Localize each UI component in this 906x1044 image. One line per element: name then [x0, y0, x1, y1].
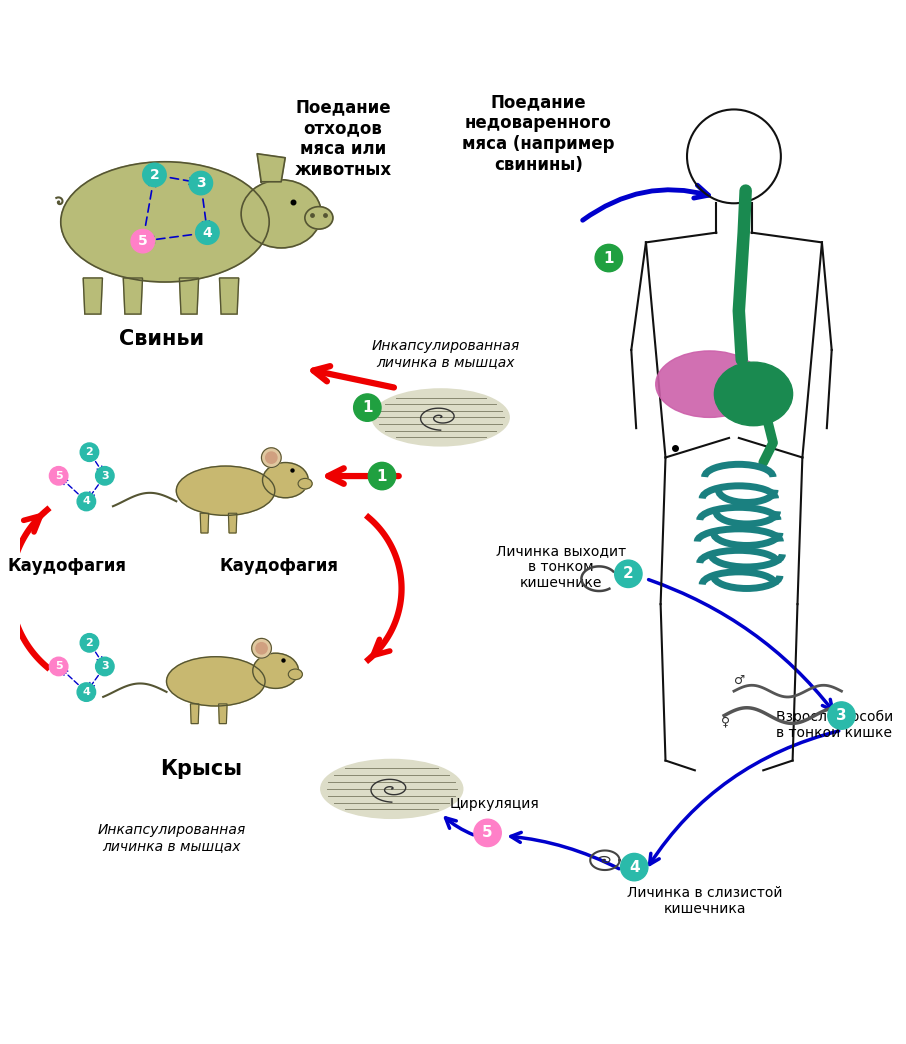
Text: 1: 1 — [603, 251, 614, 265]
Text: Каудофагия: Каудофагия — [7, 557, 127, 575]
Polygon shape — [190, 704, 199, 723]
Polygon shape — [200, 514, 208, 532]
Circle shape — [369, 462, 396, 490]
Circle shape — [474, 820, 501, 847]
Ellipse shape — [253, 654, 298, 688]
Circle shape — [621, 853, 648, 881]
Text: Свиньи: Свиньи — [120, 329, 205, 349]
Polygon shape — [123, 278, 142, 314]
Text: 3: 3 — [836, 708, 847, 723]
Ellipse shape — [61, 162, 269, 282]
Text: ♂: ♂ — [734, 674, 746, 687]
Text: Циркуляция: Циркуляция — [449, 798, 539, 811]
Ellipse shape — [288, 669, 303, 680]
Text: 5: 5 — [138, 234, 148, 248]
Circle shape — [50, 467, 68, 485]
Ellipse shape — [715, 362, 793, 426]
Text: 3: 3 — [101, 471, 109, 481]
Circle shape — [353, 394, 381, 422]
Text: ♀: ♀ — [721, 715, 730, 729]
Circle shape — [81, 634, 99, 652]
Text: Взрослые особи
в тонкой кишке: Взрослые особи в тонкой кишке — [776, 710, 893, 740]
Text: 4: 4 — [82, 687, 91, 697]
Circle shape — [77, 683, 96, 702]
Ellipse shape — [298, 478, 313, 489]
Text: Каудофагия: Каудофагия — [220, 557, 339, 575]
Circle shape — [265, 452, 277, 464]
Text: Поедание
отходов
мяса или
животных: Поедание отходов мяса или животных — [294, 98, 391, 179]
Circle shape — [614, 561, 642, 588]
Circle shape — [189, 171, 213, 195]
Text: 1: 1 — [362, 400, 372, 416]
Text: 1: 1 — [377, 469, 387, 483]
Circle shape — [81, 443, 99, 461]
Polygon shape — [218, 704, 227, 723]
Polygon shape — [257, 153, 285, 182]
Circle shape — [50, 658, 68, 675]
Ellipse shape — [372, 389, 509, 446]
Circle shape — [143, 163, 166, 187]
Text: 3: 3 — [196, 176, 206, 190]
Ellipse shape — [241, 180, 322, 247]
Text: Поедание
недоваренного
мяса (например
свинины): Поедание недоваренного мяса (например св… — [462, 94, 614, 174]
Text: 3: 3 — [101, 662, 109, 671]
Polygon shape — [219, 278, 238, 314]
Ellipse shape — [167, 657, 265, 706]
Text: Личинка в слизистой
кишечника: Личинка в слизистой кишечника — [627, 886, 783, 917]
Circle shape — [262, 448, 281, 468]
Ellipse shape — [304, 207, 333, 229]
Circle shape — [595, 244, 622, 271]
Text: 4: 4 — [202, 226, 212, 240]
Ellipse shape — [321, 760, 463, 818]
Text: Инкапсулированная
личинка в мышцах: Инкапсулированная личинка в мышцах — [98, 823, 246, 853]
Text: Крысы: Крысы — [160, 759, 242, 779]
Text: 2: 2 — [623, 566, 633, 582]
Circle shape — [96, 467, 114, 485]
Polygon shape — [228, 514, 236, 532]
Ellipse shape — [177, 466, 275, 516]
Text: Инкапсулированная
личинка в мышцах: Инкапсулированная личинка в мышцах — [371, 338, 520, 369]
Circle shape — [96, 658, 114, 675]
Circle shape — [131, 230, 155, 253]
Circle shape — [196, 221, 219, 244]
Circle shape — [255, 643, 267, 654]
Text: 5: 5 — [55, 471, 63, 481]
Text: 5: 5 — [55, 662, 63, 671]
Text: 2: 2 — [85, 638, 93, 648]
Circle shape — [252, 639, 272, 658]
Text: 2: 2 — [85, 447, 93, 457]
Ellipse shape — [263, 462, 308, 498]
Polygon shape — [83, 278, 102, 314]
Polygon shape — [179, 278, 198, 314]
Circle shape — [77, 492, 96, 511]
Text: 2: 2 — [149, 168, 159, 182]
Text: Личинка выходит
в тонком
кишечнике: Личинка выходит в тонком кишечнике — [496, 544, 626, 590]
Text: 4: 4 — [629, 859, 640, 875]
Text: 4: 4 — [82, 497, 91, 506]
Ellipse shape — [656, 351, 763, 418]
Text: 5: 5 — [482, 826, 493, 840]
Circle shape — [828, 702, 855, 730]
